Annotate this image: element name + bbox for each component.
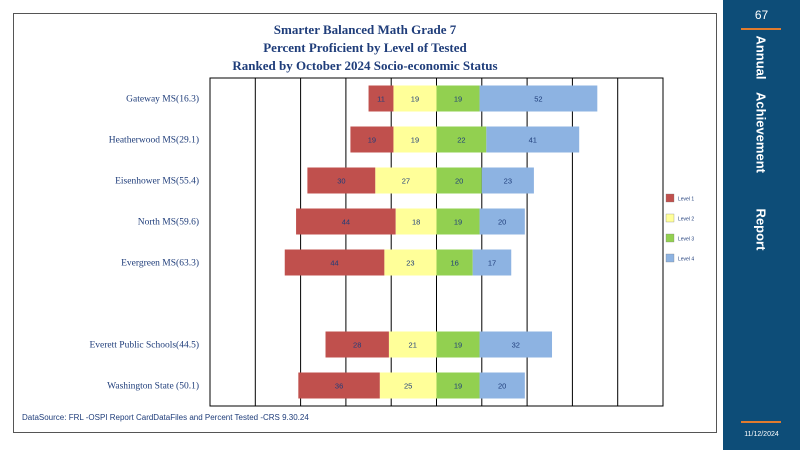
bar-level-1-everett-public-schools-44-5 [325, 331, 389, 358]
chart-subtitle: Percent Proficient by Level of Tested [263, 40, 467, 55]
bar-level-2-north-ms-59-6 [395, 208, 437, 235]
data-label: 23 [406, 259, 414, 268]
data-label: 17 [488, 259, 496, 268]
data-label: 44 [342, 218, 350, 227]
category-label-evergreen-ms-63-3: Evergreen MS(63.3) [121, 258, 199, 269]
bar-level-2-evergreen-ms-63-3 [384, 249, 437, 276]
bar-level-3-evergreen-ms-63-3 [436, 249, 473, 276]
bar-level-2-eisenhower-ms-55-4 [375, 167, 437, 194]
category-label-gateway-ms-16-3: Gateway MS(16.3) [126, 94, 199, 105]
bar-level-3-north-ms-59-6 [436, 208, 480, 235]
data-label: 30 [337, 177, 345, 186]
legend-label-level-2: Level 2 [678, 217, 694, 223]
data-label: 16 [450, 259, 458, 268]
data-label: 25 [404, 382, 412, 391]
bar-level-2-gateway-ms-16-3 [393, 85, 437, 112]
data-label: 19 [368, 136, 376, 145]
bar-level-3-eisenhower-ms-55-4 [436, 167, 482, 194]
data-label: 21 [409, 341, 417, 350]
bar-level-2-washington-state-50-1 [379, 372, 437, 399]
bar-level-4-everett-public-schools-44-5 [479, 331, 553, 358]
category-label-washington-state-50-1: Washington State (50.1) [107, 381, 199, 392]
bar-level-1-evergreen-ms-63-3 [284, 249, 385, 276]
side-word-achievement: Achievement [753, 92, 769, 173]
bar-level-3-washington-state-50-1 [436, 372, 480, 399]
category-label-everett-public-schools-44-5: Everett Public Schools(44.5) [90, 340, 200, 351]
page-number: 67 [754, 8, 769, 22]
legend-swatch-level-2 [665, 213, 675, 223]
data-label: 27 [402, 177, 410, 186]
bar-level-4-heatherwood-ms-29-1 [486, 126, 580, 153]
data-label: 22 [457, 136, 465, 145]
side-word-annual: Annual [753, 35, 769, 80]
bar-level-1-gateway-ms-16-3 [368, 85, 394, 112]
data-label: 32 [512, 341, 520, 350]
data-label: 20 [455, 177, 463, 186]
data-label: 18 [412, 218, 420, 227]
bar-level-2-everett-public-schools-44-5 [388, 331, 437, 358]
data-label: 41 [529, 136, 537, 145]
category-label-north-ms-59-6: North MS(59.6) [138, 217, 199, 228]
legend-label-level-1: Level 1 [678, 197, 694, 203]
data-label: 19 [454, 382, 462, 391]
data-label: 20 [498, 218, 506, 227]
data-label: 23 [504, 177, 512, 186]
stacked-bar-chart: Gateway MS(16.3) 11 19 19 52 Heatherwood MS(2… [90, 77, 694, 407]
bar-level-4-gateway-ms-16-3 [479, 85, 598, 112]
legend-swatch-level-3 [665, 233, 675, 243]
source-note: DataSource: FRL -OSPI Report CardDataFil… [22, 413, 309, 422]
bar-level-1-eisenhower-ms-55-4 [307, 167, 376, 194]
bar-level-1-north-ms-59-6 [296, 208, 396, 235]
data-label: 19 [411, 136, 419, 145]
bar-level-1-washington-state-50-1 [298, 372, 380, 399]
bar-level-3-heatherwood-ms-29-1 [436, 126, 487, 153]
legend-swatch-level-4 [665, 253, 675, 263]
bar-level-1-heatherwood-ms-29-1 [350, 126, 394, 153]
bar-level-2-heatherwood-ms-29-1 [393, 126, 437, 153]
bar-level-4-north-ms-59-6 [479, 208, 525, 235]
bar-level-3-gateway-ms-16-3 [436, 85, 480, 112]
data-label: 19 [454, 218, 462, 227]
data-label: 19 [454, 95, 462, 104]
data-label: 36 [335, 382, 343, 391]
chart-title: Smarter Balanced Math Grade 7 [273, 22, 457, 37]
side-panel: 67 Annual Achievement Report 11/12/2024 [723, 0, 800, 450]
legend-label-level-4: Level 4 [678, 257, 694, 263]
bar-level-4-evergreen-ms-63-3 [472, 249, 512, 276]
data-label: 52 [534, 95, 542, 104]
category-label-eisenhower-ms-55-4: Eisenhower MS(55.4) [115, 176, 199, 187]
legend-label-level-3: Level 3 [678, 237, 694, 243]
data-label: 19 [411, 95, 419, 104]
data-label: 11 [377, 95, 385, 104]
data-label: 20 [498, 382, 506, 391]
legend-swatch-level-1 [665, 193, 675, 203]
data-label: 44 [330, 259, 338, 268]
accent-rule-bottom [741, 421, 781, 423]
data-label: 19 [454, 341, 462, 350]
chart-subtitle-2: Ranked by October 2024 Socio-economic St… [232, 58, 498, 73]
panel-date: 11/12/2024 [744, 431, 779, 438]
bar-level-4-eisenhower-ms-55-4 [481, 167, 534, 194]
accent-rule-top [741, 28, 781, 30]
category-label-heatherwood-ms-29-1: Heatherwood MS(29.1) [109, 135, 199, 146]
bar-level-4-washington-state-50-1 [479, 372, 525, 399]
data-label: 28 [353, 341, 361, 350]
side-word-report: Report [753, 208, 769, 251]
bar-level-3-everett-public-schools-44-5 [436, 331, 480, 358]
